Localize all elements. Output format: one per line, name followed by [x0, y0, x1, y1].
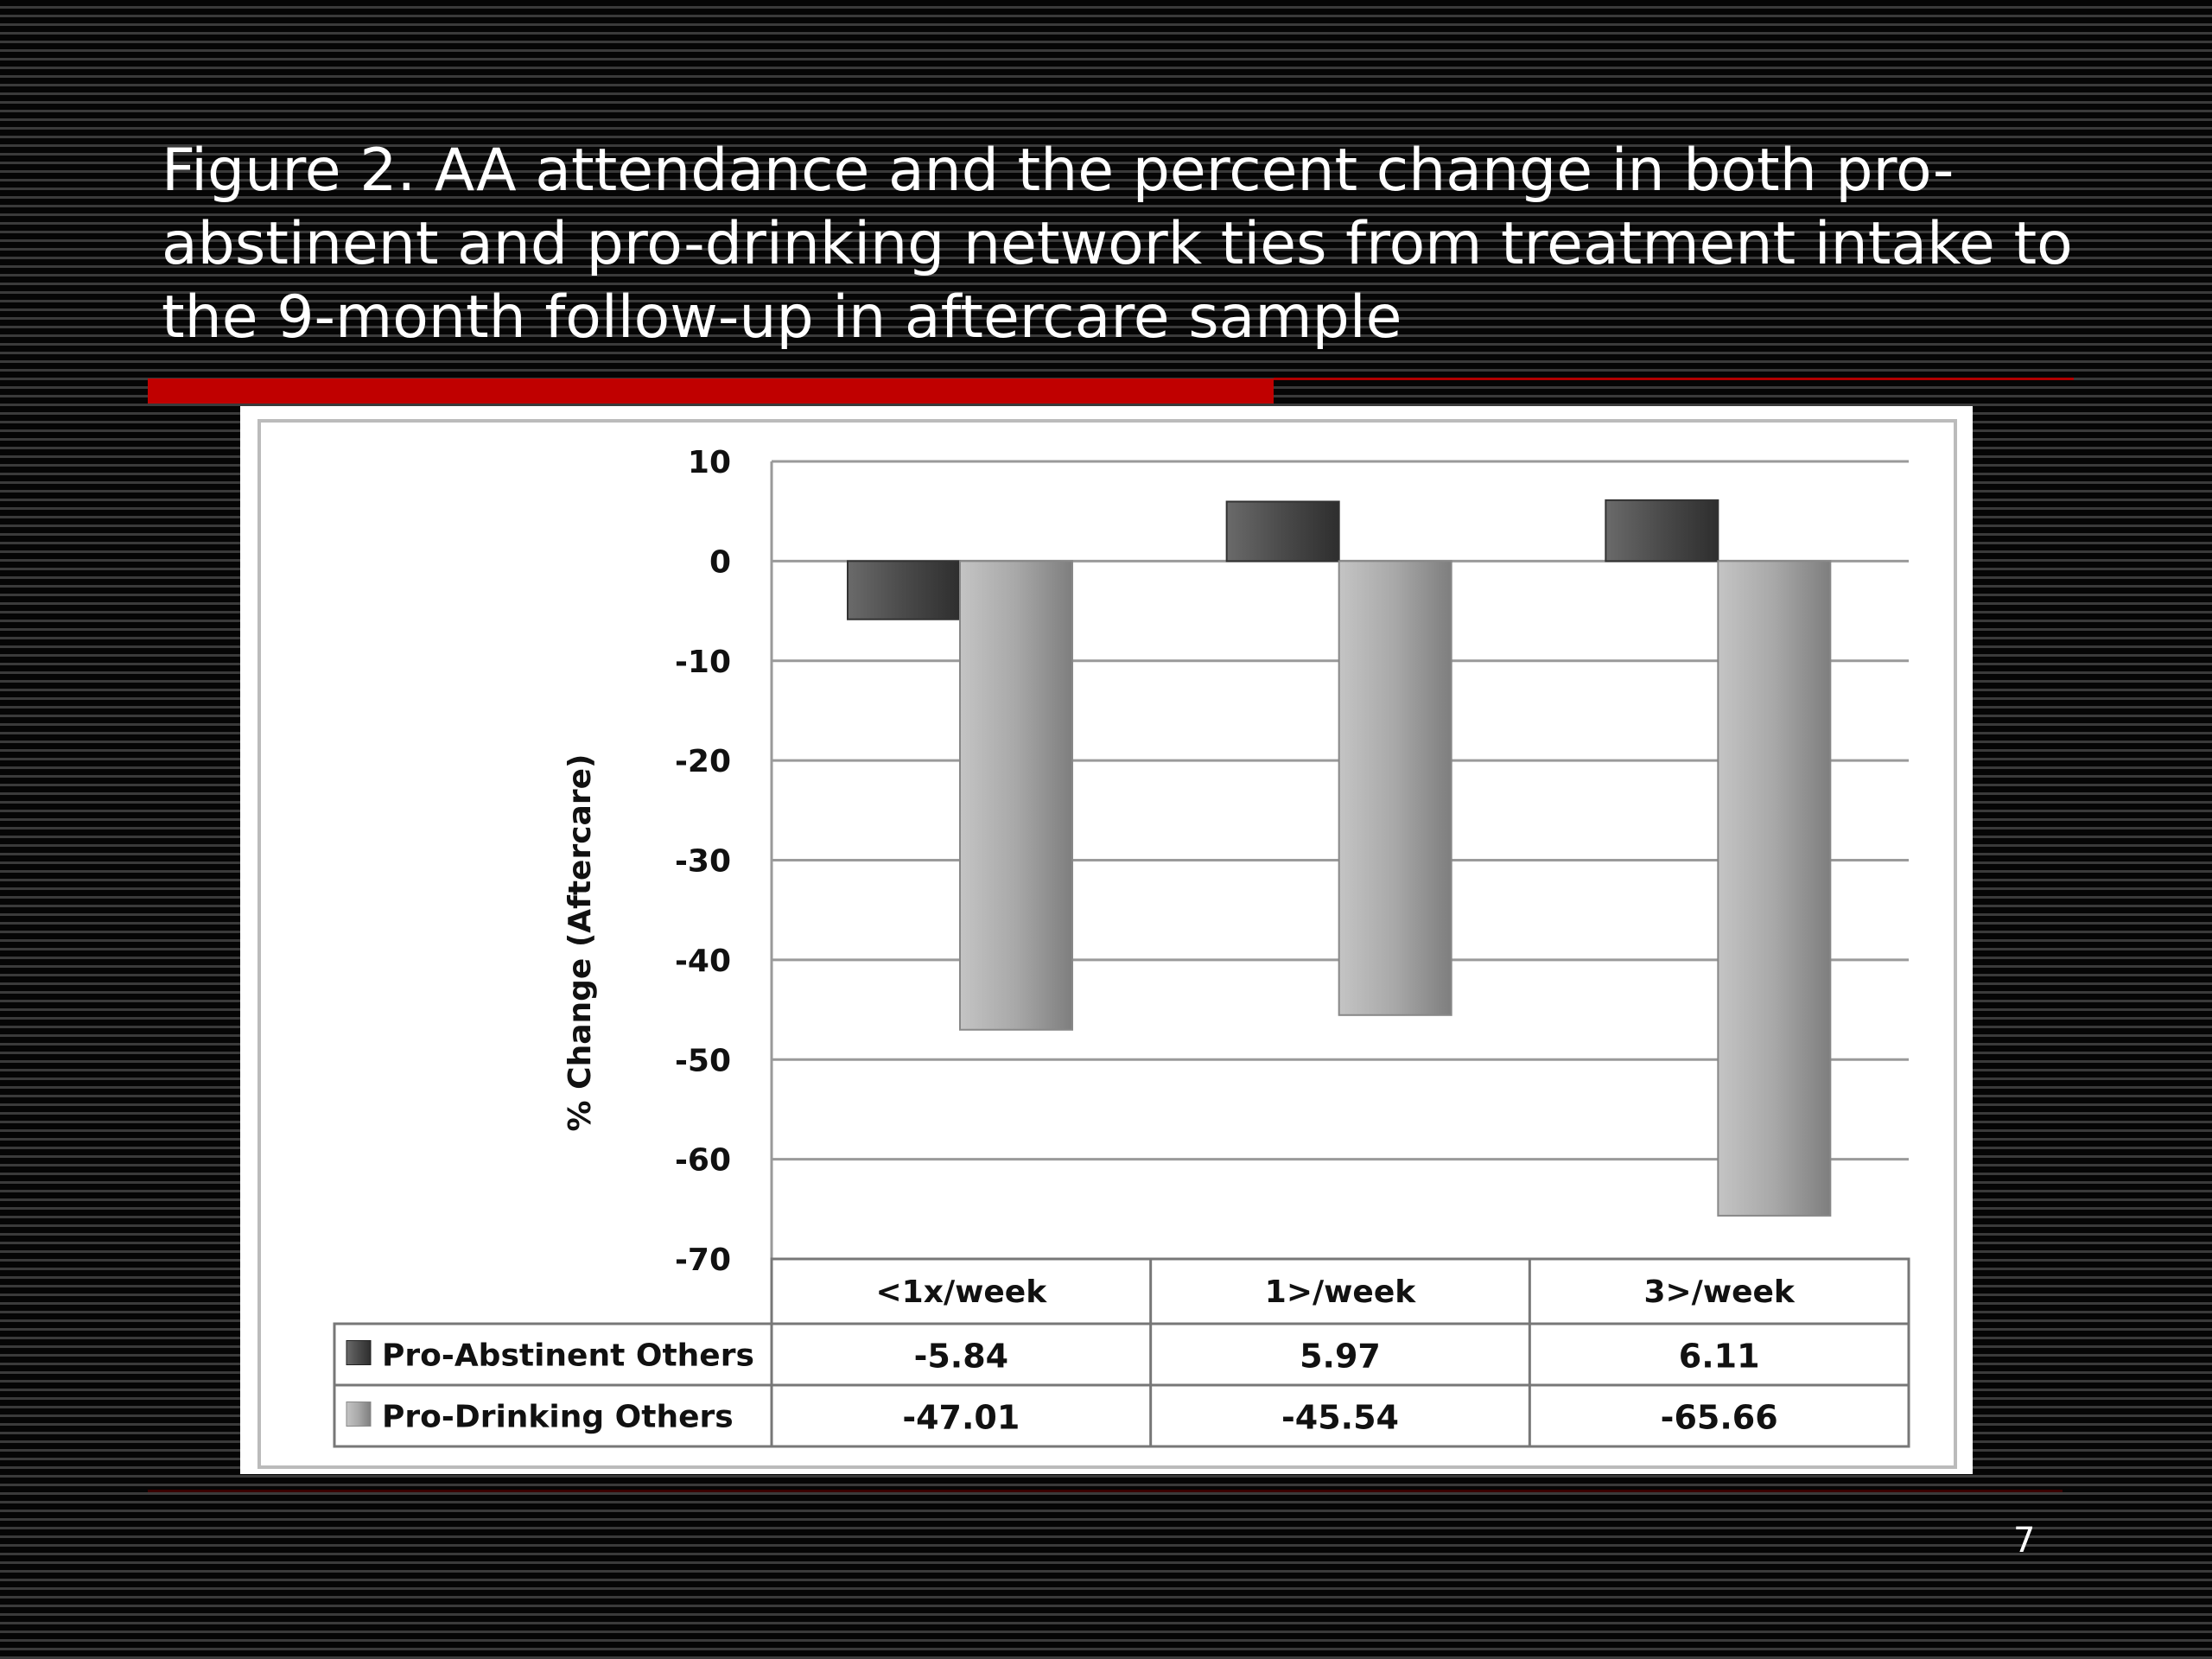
slide-title: Figure 2. AA attendance and the percent …	[162, 137, 2073, 352]
y-tick-label: -40	[675, 944, 731, 979]
y-tick-label: 0	[709, 544, 731, 580]
legend-swatch-pro-abstinent	[346, 1340, 372, 1365]
data-value-label: 5.97	[1300, 1338, 1381, 1376]
y-tick-label: 10	[688, 445, 731, 480]
legend-swatch-pro-drinking	[346, 1402, 372, 1427]
data-value-label: -5.84	[914, 1338, 1009, 1376]
bar-chart: 10 0 -10 -20 -30 -40 -50 -60 -70 % Change (Afterc…	[257, 419, 1957, 1469]
data-value-label: -45.54	[1281, 1399, 1399, 1437]
legend-label: Pro-Drinking Others	[382, 1400, 734, 1435]
data-value-label: -47.01	[902, 1399, 1020, 1437]
y-axis-label: % Change (Aftercare)	[563, 754, 598, 1132]
bar-pro-abstinent	[1225, 500, 1340, 563]
bar-pro-drinking	[1717, 560, 1832, 1217]
y-tick-label: -20	[675, 744, 731, 779]
bar-pro-drinking	[1338, 560, 1452, 1016]
bar-pro-abstinent	[847, 560, 961, 620]
bar-pro-abstinent	[1605, 499, 1719, 563]
x-category-label: <1x/week	[876, 1274, 1048, 1310]
page-number: 7	[2013, 1521, 2036, 1560]
x-category-label: 1>/week	[1265, 1274, 1416, 1310]
y-tick-label: -30	[675, 844, 731, 880]
y-tick-label: -70	[675, 1243, 731, 1278]
legend-label: Pro-Abstinent Others	[382, 1338, 754, 1374]
chart-frame	[257, 419, 1957, 1469]
title-accent-bar	[148, 378, 1274, 404]
data-value-label: -65.66	[1661, 1399, 1778, 1437]
y-tick-label: -50	[675, 1043, 731, 1078]
x-category-label: 3>/week	[1643, 1274, 1795, 1310]
title-divider-line	[1274, 378, 2074, 380]
data-value-label: 6.11	[1679, 1338, 1760, 1376]
y-tick-label: -10	[675, 645, 731, 680]
chart-panel: 10 0 -10 -20 -30 -40 -50 -60 -70 % Change (Afterc…	[240, 406, 1973, 1474]
y-tick-label: -60	[675, 1143, 731, 1179]
footer-divider-line	[148, 1490, 2063, 1492]
bar-pro-drinking	[959, 560, 1073, 1031]
